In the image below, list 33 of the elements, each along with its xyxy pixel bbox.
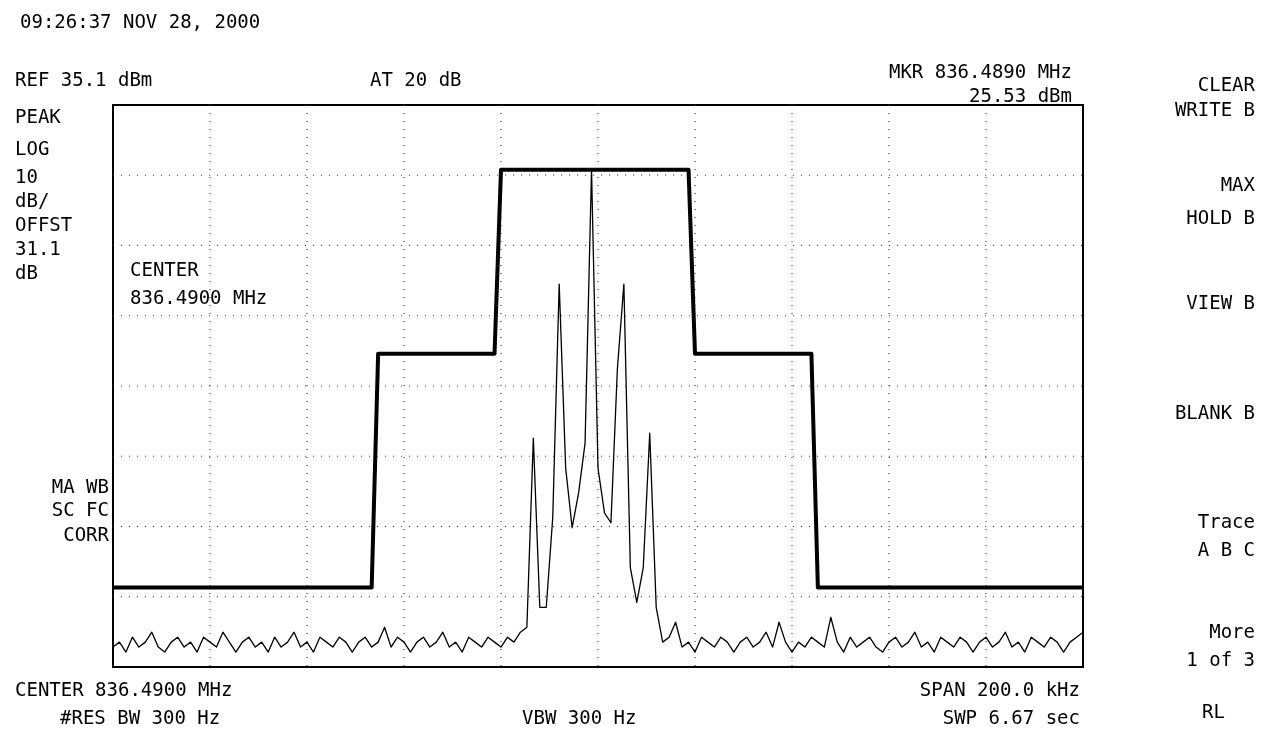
text: VIEW B <box>1186 291 1255 313</box>
text: CORR <box>63 523 110 545</box>
text: MKR 836.4890 MHz <box>888 60 1072 82</box>
text: dB <box>15 261 38 283</box>
text: #RES BW 300 Hz <box>60 706 221 728</box>
text: A B C <box>1197 538 1255 560</box>
text: CENTER 836.4900 MHz <box>15 678 233 700</box>
text: 31.1 <box>15 237 61 259</box>
text: CLEAR <box>1197 73 1256 95</box>
text: BLANK B <box>1174 401 1255 423</box>
text: SWP 6.67 sec <box>942 706 1080 728</box>
text: SC FC <box>51 498 109 520</box>
text: 1 of 3 <box>1186 648 1255 670</box>
text: MAX <box>1220 173 1256 195</box>
text: PEAK <box>15 105 62 127</box>
text: Trace <box>1197 510 1255 532</box>
text: LOG <box>15 137 50 159</box>
text: VBW 300 Hz <box>522 706 637 728</box>
text: 09:26:37 NOV 28, 2000 <box>20 10 261 32</box>
text: dB/ <box>15 189 50 211</box>
text: AT 20 dB <box>370 68 462 90</box>
text: RL <box>1202 700 1225 722</box>
text: REF 35.1 dBm <box>15 68 153 90</box>
text: HOLD B <box>1186 206 1255 228</box>
annotation: 836.4900 MHz <box>130 286 268 308</box>
annotation: CENTER <box>130 258 200 280</box>
text: OFFST <box>15 213 73 235</box>
text: WRITE B <box>1174 98 1255 120</box>
text: MA WB <box>51 475 109 497</box>
text: 25.53 dBm <box>969 84 1072 106</box>
text: 10 <box>15 165 38 187</box>
text: More <box>1209 620 1255 642</box>
text: SPAN 200.0 kHz <box>919 678 1080 700</box>
